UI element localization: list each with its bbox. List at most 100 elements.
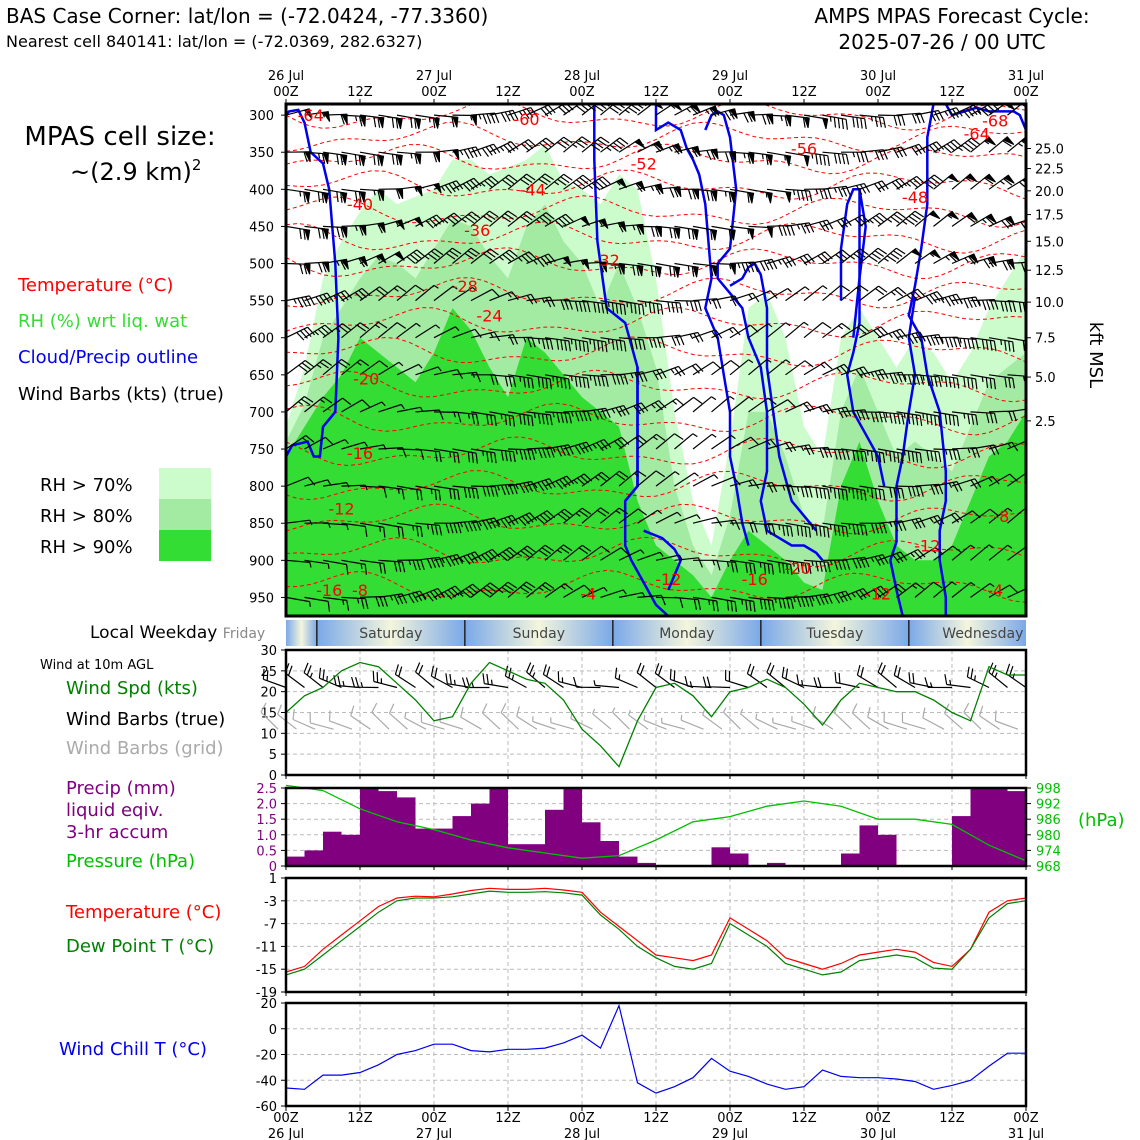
top-time-hour: 12Z (939, 85, 965, 100)
grid-wind-barb (481, 703, 501, 730)
cross-section-wind-barb (433, 247, 462, 264)
cross-section-wind-barb-flag (653, 140, 664, 151)
grid-wind-barb (702, 709, 723, 730)
kft-axis-label: kft MSL (1085, 322, 1106, 388)
top-time-hour: 00Z (1013, 85, 1039, 100)
cross-section-wind-barb (544, 411, 572, 424)
weekday-label: Friday (223, 626, 265, 642)
cross-section-wind-barb (822, 322, 851, 339)
precip-bar (304, 850, 323, 866)
cross-section-wind-barb (988, 337, 1015, 353)
cross-section-wind-barb (526, 510, 556, 525)
cross-section-wind-barb (803, 251, 833, 265)
cross-section-wind-barb (1007, 408, 1026, 413)
true-wind-barb (877, 662, 897, 688)
bottom-time-hour: 00Z (1013, 1111, 1039, 1126)
cross-section-wind-barb (674, 557, 703, 568)
y-tick-label: -7 (264, 918, 277, 933)
precip-bar (767, 862, 786, 866)
cross-section-wind-barb (970, 444, 1000, 456)
true-wind-barb (542, 664, 564, 689)
cross-section-wind-barb (859, 326, 889, 339)
cross-section-wind-barb (396, 284, 425, 302)
pressure-tick-label: 950 (249, 591, 274, 606)
cross-section-wind-barb (489, 374, 517, 388)
cross-section-wind-barb-flag (581, 258, 590, 270)
cross-section-wind-barb (785, 559, 812, 574)
cross-section-wind-barb (563, 337, 589, 353)
cross-section-wind-barb (914, 291, 945, 305)
cross-section-wind-barb (877, 211, 906, 227)
top-time-hour: 00Z (273, 85, 299, 100)
cross-section-wind-barb (692, 361, 722, 376)
cross-section-wind-barb (359, 286, 389, 302)
cross-section-wind-barb-flag (711, 265, 718, 277)
pressure-tick-label: 450 (249, 220, 274, 235)
cross-section-wind-barb (896, 411, 923, 426)
precip-bar (711, 847, 730, 866)
cross-section-wind-barb (748, 258, 778, 272)
top-time-date: 29 Jul (712, 69, 748, 84)
cross-section-wind-barb (896, 112, 925, 124)
cross-section-wind-barb (729, 396, 754, 413)
cross-section-wind-barb-flag (1006, 258, 1015, 270)
cross-section-wind-barb (933, 581, 957, 598)
wind-barbs-grid-label: Wind Barbs (grid) (66, 738, 224, 759)
cross-section-wind-barb (711, 596, 737, 613)
cross-section-wind-barb (286, 326, 316, 341)
cross-section-wind-barb-flag (322, 261, 330, 273)
cross-section-wind-barb-flag (711, 190, 718, 202)
cross-section-wind-barb (729, 479, 760, 489)
cross-section-wind-barb-flag (821, 117, 829, 130)
pressure-line (285, 784, 1027, 862)
cross-section-wind-barb (359, 522, 386, 538)
true-wind-barb (262, 668, 287, 689)
cross-section-wind-barb (951, 544, 976, 561)
chart-title: BAS Case Corner: lat/lon = (-72.0424, -7… (6, 4, 488, 28)
cross-section-wind-barb (563, 174, 592, 190)
cross-section-wind-barb (674, 396, 703, 413)
precip-bar (397, 797, 416, 866)
grid-wind-barb (979, 705, 1000, 730)
temperature-label: -4 (987, 581, 1003, 600)
grid-wind-barb (309, 712, 334, 730)
cross-section-wind-barb (803, 559, 831, 573)
cross-section-wind-barb (655, 554, 683, 561)
cross-section-wind-barb (489, 109, 519, 123)
cross-section-wind-barb (951, 137, 981, 153)
cross-section-wind-barb (600, 373, 629, 385)
temperature-label: -8 (993, 507, 1009, 526)
grid-wind-barb (833, 703, 852, 730)
bottom-time-hour: 12Z (791, 1111, 817, 1126)
true-wind-barb (636, 662, 657, 688)
pressure-tick-label: 980 (1036, 829, 1061, 844)
cross-section-wind-barb (322, 522, 349, 531)
cross-section-wind-barb (877, 286, 907, 302)
top-time-date: 31 Jul (1008, 69, 1044, 84)
cross-section-wind-barb (729, 261, 759, 273)
grid-wind-barb (680, 714, 704, 730)
true-wind-barb (351, 676, 379, 689)
cross-section-wind-barb (840, 366, 871, 379)
cross-section-wind-barb (489, 210, 517, 227)
grid-wind-barb (643, 715, 667, 730)
cross-section-wind-barb-flag (415, 153, 422, 165)
bottom-time-date: 31 Jul (1008, 1127, 1044, 1140)
temperature-contour (286, 169, 1026, 200)
cross-section-wind-barb (840, 448, 868, 463)
cross-section-wind-barb-flag (322, 153, 329, 165)
cross-section-wind-barb (748, 397, 777, 413)
y-tick-label: 0 (269, 769, 277, 784)
cross-section-wind-barb (396, 249, 426, 264)
cross-section-wind-barb (840, 324, 870, 339)
precip-bar (508, 844, 527, 866)
cross-section-wind-barb (785, 222, 815, 234)
chart-subtitle: Nearest cell 840141: lat/lon = (-72.0369… (6, 32, 422, 51)
weekday-segment (612, 620, 761, 646)
cross-section-wind-barb-flag (710, 229, 718, 241)
true-wind-barb (766, 662, 786, 688)
cross-section-wind-barb (766, 322, 791, 339)
cross-section-wind-barb (970, 374, 996, 390)
cross-section-wind-barb (914, 448, 942, 463)
cross-section-wind-barb (415, 324, 441, 339)
